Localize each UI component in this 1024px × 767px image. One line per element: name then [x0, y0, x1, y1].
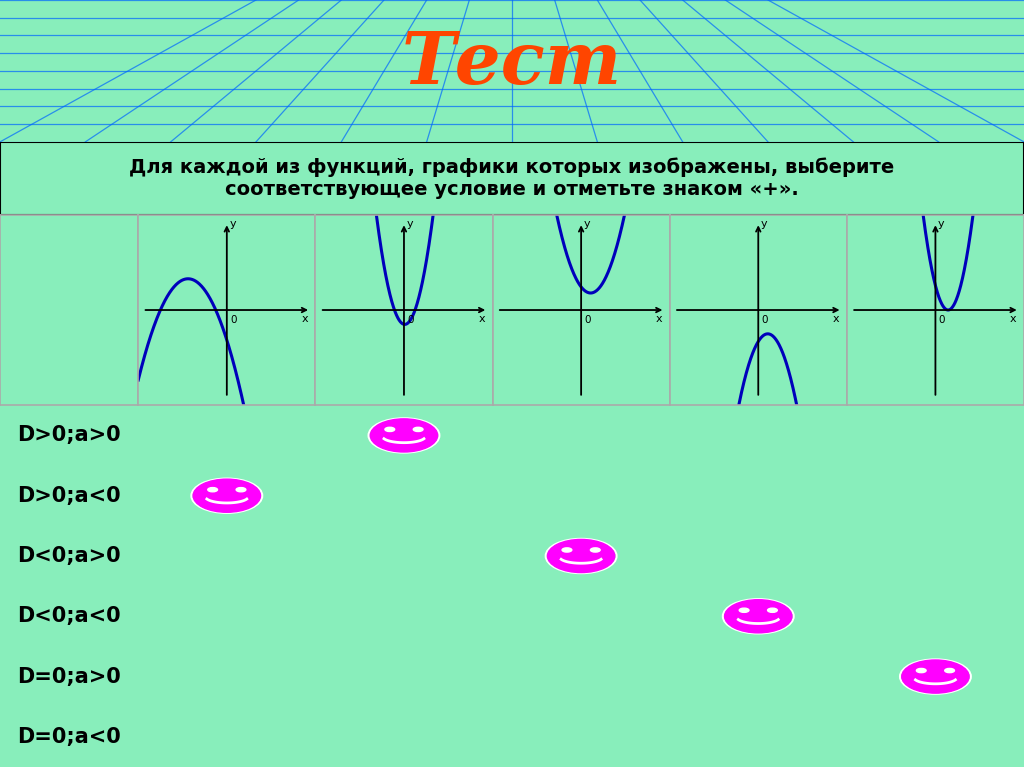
Text: 0: 0 — [585, 315, 591, 325]
Text: D>0;a<0: D>0;a<0 — [17, 486, 121, 505]
Text: Тест: Тест — [401, 28, 623, 100]
Text: 0: 0 — [230, 315, 237, 325]
Text: x: x — [301, 314, 308, 324]
Text: D=0;a<0: D=0;a<0 — [17, 727, 121, 747]
Text: y: y — [938, 219, 944, 229]
Text: Для каждой из функций, графики которых изображены, выберите
соответствующее усло: Для каждой из функций, графики которых и… — [129, 157, 895, 199]
Text: x: x — [478, 314, 485, 324]
Ellipse shape — [414, 427, 423, 432]
Ellipse shape — [194, 479, 260, 512]
Ellipse shape — [916, 668, 926, 673]
Text: y: y — [229, 219, 236, 229]
Ellipse shape — [591, 548, 600, 552]
Text: D>0;a>0: D>0;a>0 — [17, 426, 121, 446]
Text: 0: 0 — [408, 315, 414, 325]
Ellipse shape — [768, 608, 777, 612]
Text: y: y — [584, 219, 590, 229]
Text: D<0;a<0: D<0;a<0 — [17, 606, 121, 627]
Text: 0: 0 — [939, 315, 945, 325]
Text: D=0;a>0: D=0;a>0 — [17, 667, 121, 686]
Ellipse shape — [237, 488, 246, 492]
Ellipse shape — [562, 548, 571, 552]
Text: y: y — [407, 219, 413, 229]
Text: D<0;a>0: D<0;a>0 — [17, 546, 121, 566]
Ellipse shape — [739, 608, 749, 612]
Ellipse shape — [902, 660, 969, 693]
Ellipse shape — [208, 488, 217, 492]
Ellipse shape — [371, 419, 437, 452]
Ellipse shape — [548, 539, 614, 573]
Text: x: x — [1010, 314, 1017, 324]
Text: x: x — [655, 314, 663, 324]
Ellipse shape — [945, 668, 954, 673]
Text: x: x — [833, 314, 840, 324]
Text: 0: 0 — [762, 315, 768, 325]
Text: y: y — [761, 219, 767, 229]
Ellipse shape — [725, 600, 792, 633]
Ellipse shape — [385, 427, 394, 432]
